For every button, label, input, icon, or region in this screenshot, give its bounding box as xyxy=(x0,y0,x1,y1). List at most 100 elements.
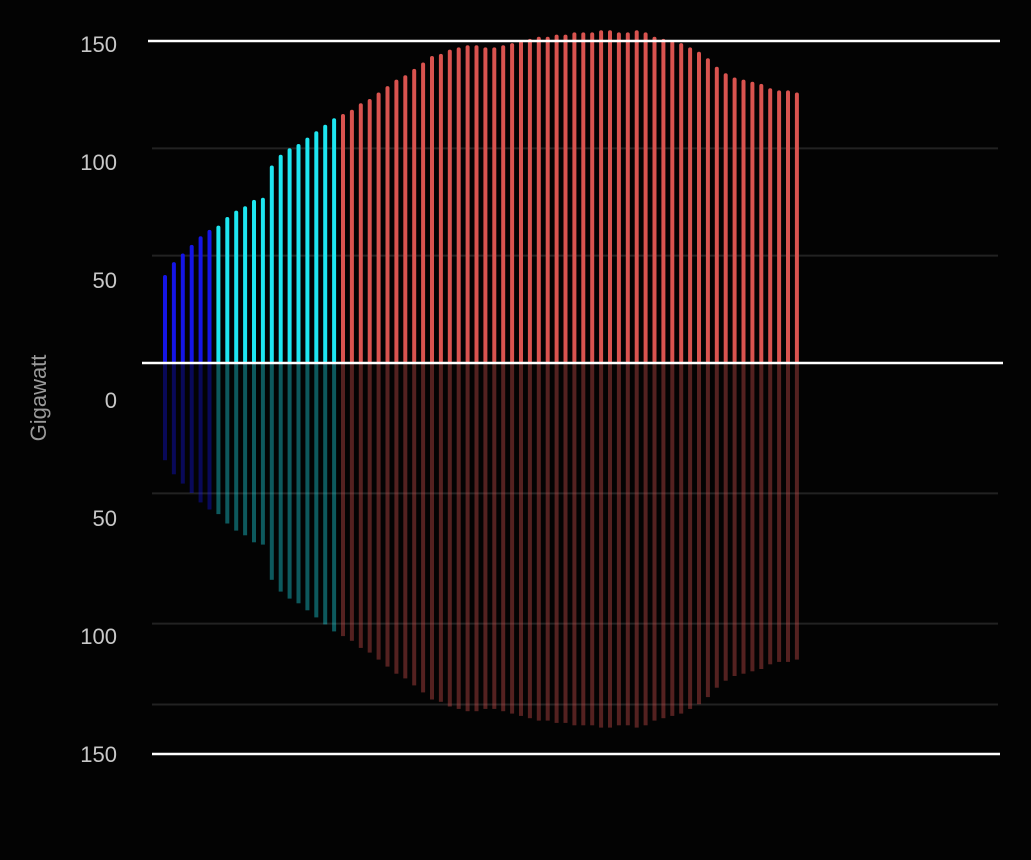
bar-reflections xyxy=(163,364,799,728)
bar xyxy=(314,131,319,363)
bar xyxy=(670,41,675,363)
bar-reflection xyxy=(741,364,746,674)
bar-reflection xyxy=(599,364,604,728)
gridlines xyxy=(152,147,998,706)
bar xyxy=(189,244,194,363)
bar-reflection xyxy=(794,364,799,660)
bar-reflection xyxy=(447,364,452,707)
bar-reflection xyxy=(385,364,390,667)
bar xyxy=(519,41,523,363)
bar xyxy=(510,43,515,363)
bar-reflection xyxy=(394,364,399,674)
bar-reflection xyxy=(189,364,194,493)
bar xyxy=(545,36,550,363)
bar-reflection xyxy=(501,364,506,712)
bar-reflection xyxy=(554,364,559,723)
bar-reflection xyxy=(421,364,426,693)
bar xyxy=(234,210,239,363)
bar xyxy=(260,197,265,363)
bar-reflection xyxy=(171,364,176,475)
y-axis-title: Gigawatt xyxy=(26,355,51,442)
bar xyxy=(634,30,639,364)
bar-reflection xyxy=(616,364,621,726)
bar-reflection xyxy=(207,364,212,510)
bar-reflection xyxy=(536,364,541,721)
lower-y-tick-labels: 0 50 100 150 xyxy=(80,388,117,767)
bar-reflection xyxy=(260,364,265,545)
bar xyxy=(447,49,452,363)
bar-reflection xyxy=(563,364,568,723)
bar xyxy=(180,253,185,363)
bar xyxy=(269,165,274,363)
bar-reflection xyxy=(510,364,515,714)
bar xyxy=(563,34,568,363)
bars xyxy=(163,30,799,364)
bar-reflection xyxy=(519,364,523,716)
bar-reflection xyxy=(269,364,274,580)
bar xyxy=(501,45,506,364)
bar xyxy=(732,77,737,363)
bar xyxy=(608,30,612,364)
bar xyxy=(225,217,230,363)
y-tick-label: 100 xyxy=(80,150,117,175)
y-tick-label: 0 xyxy=(105,388,117,413)
bar xyxy=(581,32,586,364)
bar xyxy=(323,124,328,363)
y-tick-label: 150 xyxy=(80,742,117,767)
bar xyxy=(492,47,497,364)
bar-reflection xyxy=(581,364,586,726)
bar-reflection xyxy=(777,364,782,662)
bar-reflection xyxy=(643,364,648,726)
bar xyxy=(527,38,532,364)
bar xyxy=(590,32,595,364)
bar-reflection xyxy=(786,364,790,662)
upper-y-tick-labels: 150 100 50 xyxy=(80,32,117,293)
bar-reflection xyxy=(732,364,737,676)
bar-reflection xyxy=(661,364,666,719)
bar xyxy=(198,236,203,363)
bar xyxy=(456,47,461,364)
bar-reflection xyxy=(430,364,434,700)
bar xyxy=(723,73,728,363)
bar-reflection xyxy=(412,364,417,686)
bar-reflection xyxy=(590,364,595,726)
bar xyxy=(759,83,764,364)
bar xyxy=(616,32,621,364)
bar xyxy=(376,92,381,363)
bar xyxy=(661,38,666,364)
bar xyxy=(554,34,559,363)
bar-reflection xyxy=(403,364,408,679)
bar xyxy=(403,75,408,364)
bar xyxy=(216,225,221,363)
bar xyxy=(599,30,604,364)
bar xyxy=(252,199,256,363)
bar-reflection xyxy=(465,364,470,712)
bar-reflection xyxy=(376,364,381,660)
bar-reflection xyxy=(332,364,337,632)
bar xyxy=(777,90,782,364)
bar-reflection xyxy=(180,364,185,484)
bar xyxy=(421,62,426,363)
bar xyxy=(385,86,390,363)
bar xyxy=(697,51,701,363)
bar xyxy=(714,66,719,364)
bar xyxy=(652,36,657,363)
bar xyxy=(679,43,684,363)
bar-reflection xyxy=(768,364,773,665)
bar xyxy=(171,262,176,363)
bar xyxy=(287,148,292,363)
bar-reflection xyxy=(438,364,443,702)
bar-reflection xyxy=(527,364,532,719)
bar-reflection xyxy=(545,364,550,721)
bar-reflection xyxy=(314,364,319,618)
bar-reflection xyxy=(714,364,719,688)
bar xyxy=(207,229,212,363)
bar-reflection xyxy=(234,364,239,531)
bar-reflection xyxy=(492,364,497,709)
bar-reflection xyxy=(697,364,701,705)
bar-reflection xyxy=(367,364,372,653)
bar-reflection xyxy=(634,364,639,728)
bar-reflection xyxy=(349,364,354,641)
